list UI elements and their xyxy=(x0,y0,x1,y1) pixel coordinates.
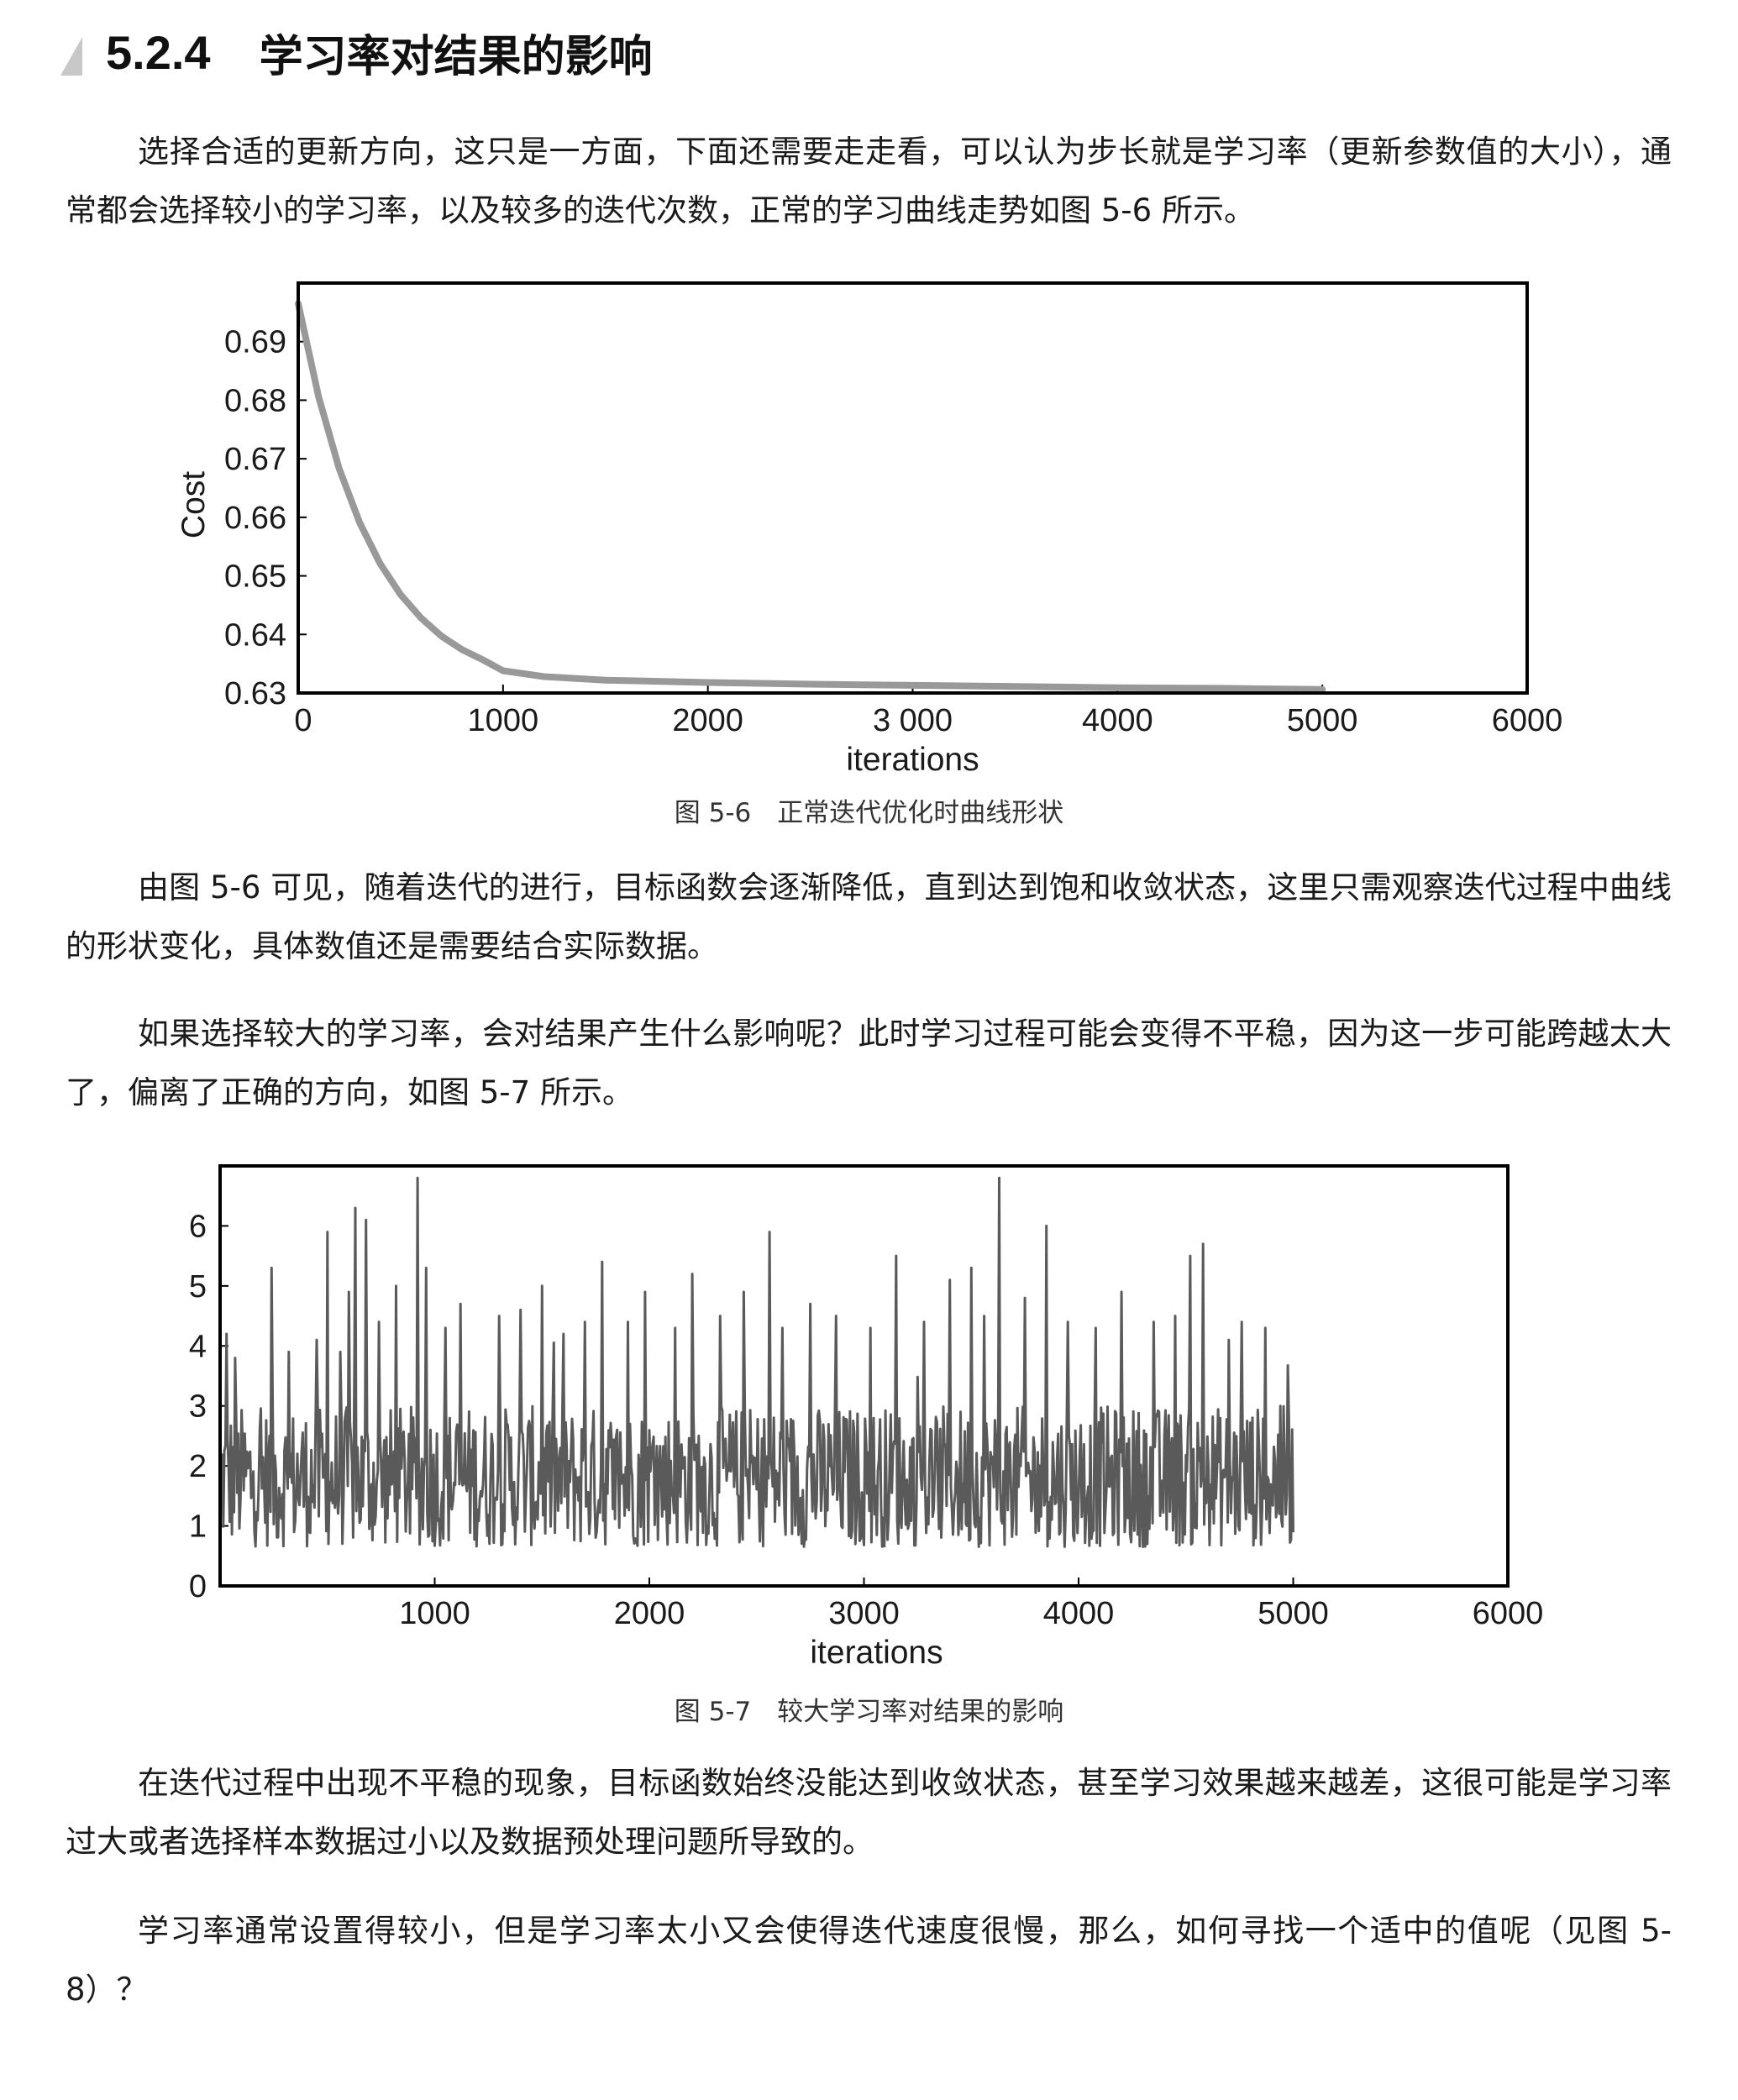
x-tick-label: 6000 xyxy=(1473,1596,1544,1631)
paragraph-1: 选择合适的更新方向，这只是一方面，下面还需要走走看，可以认为步长就是学习率（更新… xyxy=(66,134,1672,228)
x-tick-label: 2000 xyxy=(672,703,743,738)
x-tick-label: 5000 xyxy=(1258,1596,1329,1631)
x-tick-label: 3 000 xyxy=(873,703,953,738)
x-tick-label: 3000 xyxy=(828,1596,900,1631)
x-tick-label: 0 xyxy=(294,703,312,738)
y-tick-label: 0.69 xyxy=(224,325,286,360)
y-tick-label: 1 xyxy=(189,1509,207,1545)
y-tick-label: 0.63 xyxy=(224,676,286,711)
cost-line xyxy=(295,300,1326,693)
y-tick-label: 6 xyxy=(189,1209,207,1244)
plot-frame xyxy=(297,281,1529,695)
y-tick-label: 0 xyxy=(189,1569,207,1604)
paragraph-3: 如果选择较大的学习率，会对结果产生什么影响呢？此时学习过程可能会变得不平稳，因为… xyxy=(66,1016,1672,1110)
section-title: 学习率对结果的影响 xyxy=(259,31,653,82)
y-tick-label: 0.67 xyxy=(224,442,286,477)
y-tick-label: 4 xyxy=(189,1329,207,1364)
x-tick-label: 4000 xyxy=(1082,703,1153,738)
paragraph-4: 在迭代过程中出现不平稳的现象，目标函数始终没能达到收敛状态，甚至学习效果越来越差… xyxy=(66,1765,1672,1860)
y-tick-label: 3 xyxy=(189,1389,207,1425)
y-tick-label: 0.64 xyxy=(224,617,286,653)
x-tick-label: 6000 xyxy=(1492,703,1563,738)
y-tick-label: 2 xyxy=(189,1449,207,1484)
section-number: 5.2.4 xyxy=(106,25,211,79)
y-tick-label: 0.68 xyxy=(224,383,286,418)
x-tick-label: 1000 xyxy=(399,1596,470,1631)
y-tick-label: 5 xyxy=(189,1269,207,1305)
heading-marker-icon xyxy=(60,37,82,76)
y-tick-label: 0.66 xyxy=(224,501,286,536)
x-axis-label: iterations xyxy=(810,1635,943,1671)
y-axis-label: Cost xyxy=(176,471,212,538)
figure-5-7-caption: 图 5-7 较大学习率对结果的影响 xyxy=(674,1697,1064,1727)
section-heading: 5.2.4 学习率对结果的影响 xyxy=(60,18,653,86)
paragraph-2: 由图 5-6 可见，随着迭代的进行，目标函数会逐渐降低，直到达到饱和收敛状态，这… xyxy=(66,869,1672,964)
plot-frame xyxy=(218,1164,1510,1588)
paragraph-5: 学习率通常设置得较小，但是学习率太小又会使得迭代速度很慢，那么，如何寻找一个适中… xyxy=(66,1913,1672,2008)
x-axis-label: iterations xyxy=(846,742,979,778)
x-tick-label: 4000 xyxy=(1043,1596,1115,1631)
x-tick-label: 5000 xyxy=(1287,703,1358,738)
x-tick-label: 1000 xyxy=(468,703,539,738)
y-tick-label: 0.65 xyxy=(224,559,286,595)
unstable-cost-line xyxy=(218,1176,1294,1548)
figure-5-6-caption: 图 5-6 正常迭代优化时曲线形状 xyxy=(674,798,1064,828)
x-tick-label: 2000 xyxy=(614,1596,685,1631)
